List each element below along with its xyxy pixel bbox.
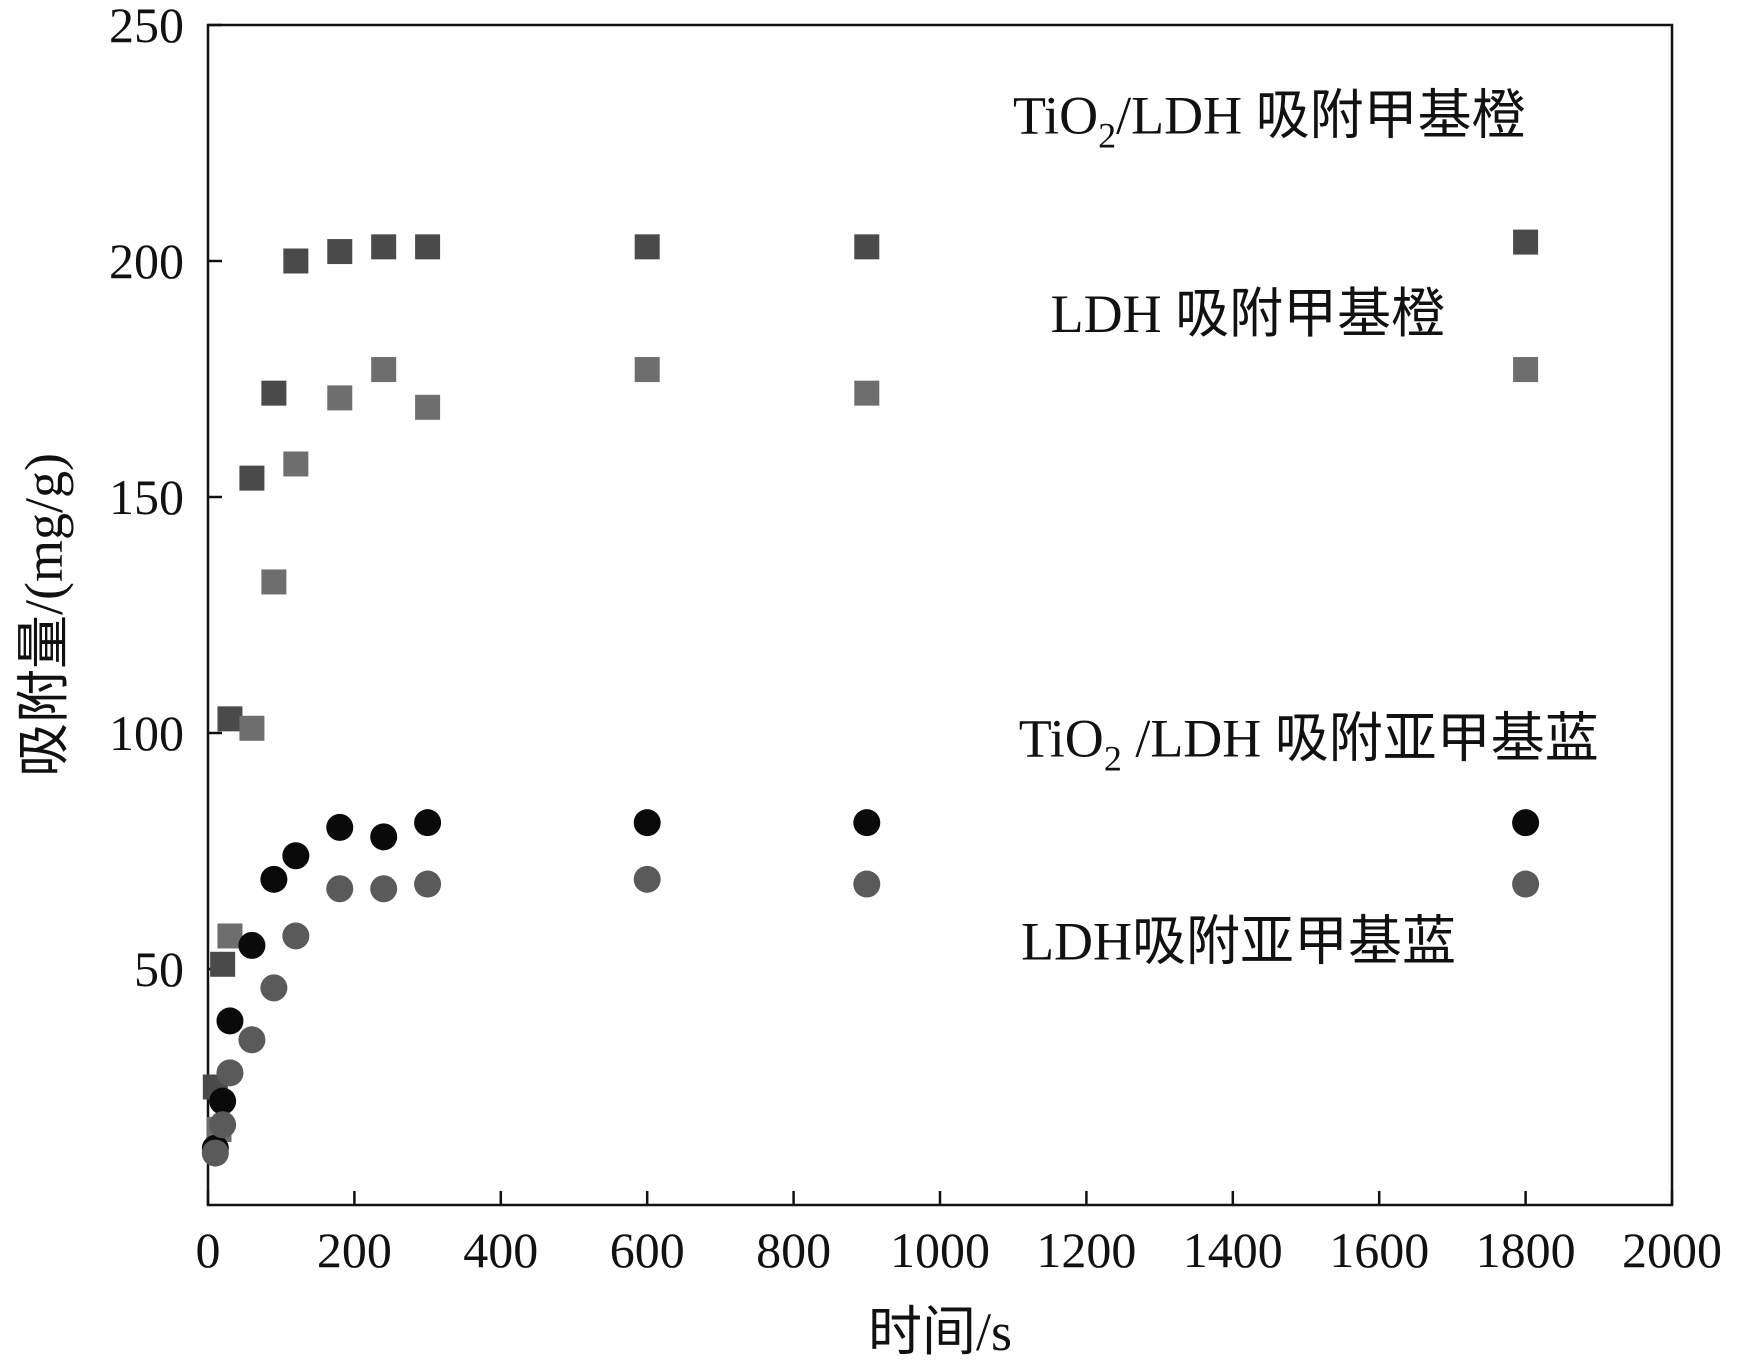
series-annotation: TiO2 /LDH 吸附亚甲基蓝 — [1019, 709, 1599, 779]
data-point-square-s1 — [371, 357, 397, 383]
series-annotation: LDH吸附亚甲基蓝 — [1021, 912, 1456, 972]
x-tick-label: 1200 — [1036, 1222, 1136, 1278]
data-point-circle-s2 — [370, 823, 398, 851]
data-point-circle-s2 — [414, 809, 442, 837]
data-point-circle-s3 — [216, 1059, 244, 1087]
data-point-square-s0 — [217, 706, 243, 732]
x-tick-label: 200 — [317, 1222, 392, 1278]
data-point-square-s1 — [327, 385, 353, 411]
y-axis-title: 吸附量/(mg/g) — [14, 453, 74, 777]
y-tick-label: 150 — [109, 469, 184, 525]
annotation-rest: /LDH 吸附亚甲基蓝 — [1122, 709, 1599, 769]
x-tick-label: 0 — [196, 1222, 221, 1278]
series-annotation: TiO2/LDH 吸附甲基橙 — [1013, 86, 1526, 156]
annotation-main: LDH吸附亚甲基蓝 — [1021, 912, 1456, 972]
data-point-circle-s2 — [853, 809, 881, 837]
marks-layer — [201, 229, 1540, 1167]
data-point-square-s0 — [210, 951, 236, 977]
x-tick-label: 1400 — [1183, 1222, 1283, 1278]
data-point-square-s0 — [239, 465, 265, 491]
x-tick-label: 1800 — [1476, 1222, 1576, 1278]
data-point-square-s0 — [371, 234, 397, 260]
data-point-square-s0 — [283, 248, 309, 274]
data-point-square-s0 — [327, 239, 353, 265]
data-point-square-s0 — [634, 234, 660, 260]
data-point-square-s1 — [283, 451, 309, 477]
data-point-circle-s3 — [853, 870, 881, 898]
annotation-main: TiO — [1019, 709, 1104, 769]
data-point-circle-s3 — [282, 922, 310, 950]
data-point-circle-s3 — [1512, 870, 1540, 898]
data-point-square-s1 — [217, 923, 243, 949]
data-point-square-s0 — [415, 234, 441, 260]
data-point-circle-s2 — [282, 842, 310, 870]
data-point-square-s1 — [261, 569, 287, 595]
data-point-circle-s2 — [1512, 809, 1540, 837]
data-point-circle-s3 — [370, 875, 398, 903]
x-axis-title: 时间/s — [868, 1302, 1012, 1361]
data-point-square-s0 — [1513, 229, 1539, 255]
x-tick-label: 800 — [756, 1222, 831, 1278]
data-point-circle-s2 — [633, 809, 661, 837]
annotation-main: LDH 吸附甲基橙 — [1051, 284, 1445, 344]
data-point-circle-s2 — [216, 1007, 244, 1035]
y-tick-label: 250 — [109, 0, 184, 53]
y-tick-label: 200 — [109, 233, 184, 289]
axes-layer: 0 200 400 600 800 1000 1200 1400 1600 1800 2000 50 1… — [14, 0, 1722, 1362]
annotation-main: TiO — [1013, 86, 1098, 146]
data-point-square-s1 — [1513, 357, 1539, 383]
annotation-rest: /LDH 吸附甲基橙 — [1116, 86, 1525, 146]
data-point-square-s0 — [854, 234, 880, 260]
x-tick-label: 1000 — [890, 1222, 990, 1278]
data-point-circle-s2 — [326, 813, 354, 841]
x-tick-label: 2000 — [1622, 1222, 1722, 1278]
data-point-circle-s3 — [633, 865, 661, 893]
y-tick-label: 100 — [109, 705, 184, 761]
data-point-square-s1 — [854, 380, 880, 406]
data-point-circle-s2 — [238, 931, 266, 959]
x-tick-label: 600 — [610, 1222, 685, 1278]
annotation-subscript: 2 — [1104, 739, 1122, 779]
data-point-circle-s3 — [201, 1139, 229, 1167]
data-point-circle-s3 — [326, 875, 354, 903]
data-point-circle-s3 — [414, 870, 442, 898]
data-point-circle-s2 — [260, 865, 288, 893]
annotation-subscript: 2 — [1098, 116, 1116, 156]
x-tick-label: 400 — [463, 1222, 538, 1278]
data-point-square-s1 — [415, 394, 441, 420]
data-point-circle-s3 — [238, 1026, 266, 1054]
plot-frame — [206, 23, 1674, 1207]
data-point-square-s1 — [634, 357, 660, 383]
data-point-circle-s2 — [209, 1087, 237, 1115]
data-point-circle-s3 — [260, 974, 288, 1002]
x-tick-label: 1600 — [1329, 1222, 1429, 1278]
data-point-circle-s3 — [209, 1111, 237, 1139]
data-point-square-s1 — [239, 715, 265, 741]
series-annotation: LDH 吸附甲基橙 — [1051, 284, 1445, 344]
data-point-square-s0 — [261, 380, 287, 406]
y-tick-label: 50 — [134, 941, 184, 997]
